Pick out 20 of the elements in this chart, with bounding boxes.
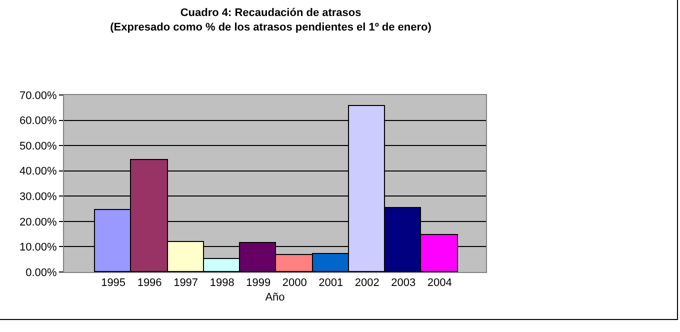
x-tick-label: 1998 xyxy=(210,277,234,290)
chart-title: Cuadro 4: Recaudación de atrasos (Expresado como % de los atrasos pendientes el 1º de enero) xyxy=(110,6,432,34)
y-tick-label: 40.00% xyxy=(19,166,58,178)
x-tick-label: 2002 xyxy=(354,277,380,290)
y-tick-label: 20.00% xyxy=(19,216,58,228)
y-tick-label: 70.00% xyxy=(19,90,58,102)
y-tick-label: 60.00% xyxy=(19,115,58,128)
x-tick-label: 2004 xyxy=(427,277,452,290)
x-tick-label: 2001 xyxy=(318,277,344,290)
x-tick-label: 1996 xyxy=(137,277,162,290)
y-tick-label: 30.00% xyxy=(19,190,58,203)
y-tick-label: 0.00% xyxy=(26,266,58,279)
y-tick-label: 50.00% xyxy=(19,140,58,152)
x-tick-label: 1997 xyxy=(174,277,198,290)
y-tick-label: 10.00% xyxy=(19,242,58,254)
x-axis-title: Año xyxy=(265,291,285,304)
x-tick-label: 2000 xyxy=(282,277,307,290)
x-tick-label: 2003 xyxy=(391,277,416,290)
x-tick-label: 1999 xyxy=(246,277,271,290)
x-tick-label: 1995 xyxy=(101,277,126,290)
